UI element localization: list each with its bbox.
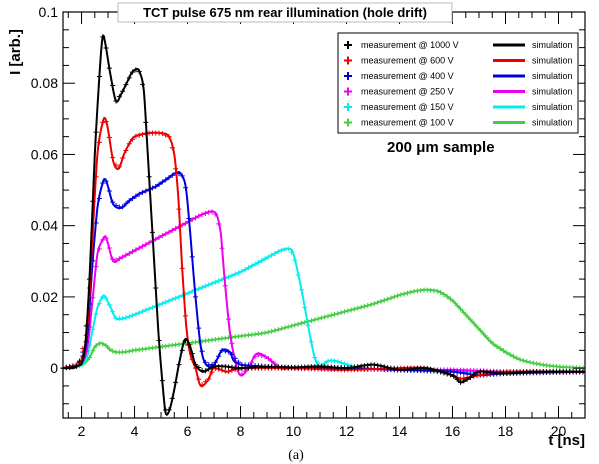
- x-axis-label: t [ns]: [548, 432, 585, 449]
- legend-measurement-label: measurement @ 400 V: [361, 71, 454, 81]
- x-tick-label: 14: [392, 423, 408, 439]
- legend: measurement @ 1000 V simulation measuremen…: [337, 32, 579, 134]
- measurement-point: [255, 352, 261, 358]
- legend-simulation-label: simulation: [532, 118, 573, 128]
- chart-title: TCT pulse 675 nm rear illumination (hole…: [143, 5, 427, 20]
- sample-annotation: 200 μm sample: [387, 139, 495, 156]
- y-tick-label: 0: [50, 360, 58, 376]
- y-tick-label: 0.08: [31, 75, 58, 91]
- x-tick-label: 10: [286, 423, 302, 439]
- y-axis-label: I [arb.]: [7, 29, 24, 75]
- figure-caption: (a): [288, 448, 304, 463]
- y-tick-label: 0.06: [31, 146, 58, 162]
- legend-simulation-label: simulation: [532, 87, 573, 97]
- legend-measurement-label: measurement @ 100 V: [361, 118, 454, 128]
- measurement-point: [77, 358, 83, 364]
- y-tick-label: 0.04: [31, 218, 58, 234]
- y-tick-label: 0.1: [39, 4, 59, 20]
- legend-measurement-label: measurement @ 1000 V: [361, 40, 459, 50]
- x-tick-label: 2: [78, 423, 86, 439]
- measurement-point: [232, 355, 238, 361]
- legend-measurement-label: measurement @ 250 V: [361, 87, 454, 97]
- x-tick-label: 4: [131, 423, 139, 439]
- x-tick-label: 20: [551, 423, 567, 439]
- legend-simulation-label: simulation: [532, 71, 573, 81]
- series-1000v: [60, 34, 586, 416]
- x-tick-label: 12: [339, 423, 355, 439]
- measurement-point: [431, 367, 437, 373]
- series-100v: [60, 287, 586, 371]
- measurement-line: [62, 117, 586, 387]
- measurement-line: [62, 289, 586, 369]
- legend-marker: [344, 103, 352, 111]
- legend-marker: [344, 56, 352, 65]
- measurement-point: [80, 353, 86, 359]
- legend-measurement-label: measurement @ 600 V: [361, 56, 454, 66]
- measurement-point: [434, 368, 440, 374]
- y-tick-label: 0.02: [31, 289, 58, 305]
- simulation-line: [62, 288, 586, 370]
- measurement-line: [62, 248, 585, 373]
- legend-marker: [344, 41, 352, 49]
- legend-measurement-label: measurement @ 150 V: [361, 102, 454, 112]
- measurement-line: [62, 171, 586, 376]
- legend-simulation-label: simulation: [532, 56, 573, 66]
- legend-box: [337, 32, 579, 134]
- series-layer: [60, 34, 586, 416]
- measurement-line: [62, 35, 586, 416]
- x-tick-label: 16: [445, 423, 461, 439]
- axes-layer: 2 4 6 8 10 12 14 16 18 20 0 0.02 0.04 0.06 0.08 0.1: [31, 4, 586, 439]
- legend-simulation-label: simulation: [532, 40, 573, 50]
- simulation-line: [62, 171, 586, 377]
- legend-marker: [344, 118, 352, 127]
- measurement-point: [438, 369, 444, 375]
- simulation-line: [62, 116, 586, 388]
- legend-marker: [344, 72, 352, 80]
- x-tick-label: 6: [184, 423, 192, 439]
- legend-simulation-label: simulation: [532, 102, 573, 112]
- chart-title-box: [117, 2, 453, 23]
- series-600v: [60, 116, 586, 388]
- legend-marker: [344, 87, 352, 96]
- x-tick-label: 8: [237, 423, 245, 439]
- series-400v: [60, 170, 586, 378]
- x-tick-label: 18: [498, 423, 514, 439]
